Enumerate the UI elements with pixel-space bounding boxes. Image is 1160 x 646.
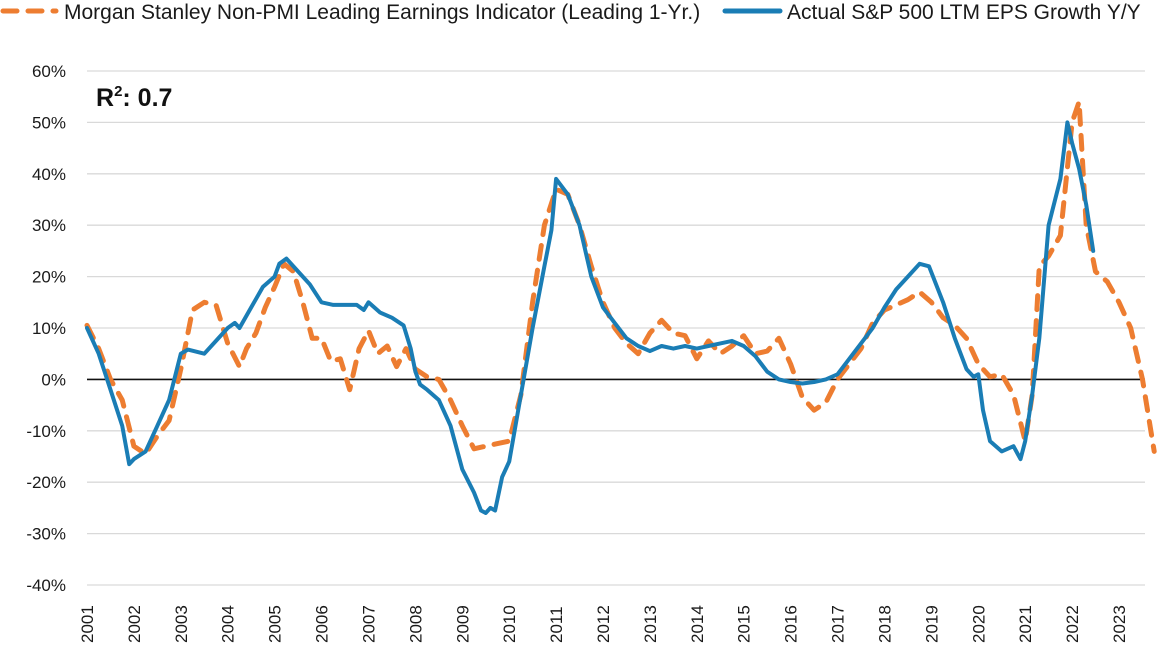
x-tick-label: 2014 [688, 605, 707, 643]
x-tick-label: 2012 [594, 605, 613, 643]
x-tick-label: 2019 [922, 605, 941, 643]
legend: Morgan Stanley Non-PMI Leading Earnings … [0, 1, 1141, 24]
y-tick-label: 0% [41, 370, 66, 389]
x-tick-label: 2015 [735, 605, 754, 643]
x-tick-label: 2021 [1016, 605, 1035, 643]
x-tick-label: 2009 [453, 605, 472, 643]
y-tick-label: 10% [32, 319, 66, 338]
x-tick-label: 2020 [969, 605, 988, 643]
x-tick-label: 2007 [359, 605, 378, 643]
r-squared-superscript: 2 [114, 83, 122, 100]
series-group [84, 99, 1157, 515]
series-line-leading-indicator [84, 99, 1157, 457]
x-tick-label: 2004 [219, 605, 238, 643]
y-tick-label: -40% [26, 576, 66, 595]
legend-item-actual-eps: Actual S&P 500 LTM EPS Growth Y/Y [722, 1, 1141, 24]
x-tick-label: 2002 [125, 605, 144, 643]
x-tick-label: 2005 [266, 605, 285, 643]
y-tick-label: 30% [32, 216, 66, 235]
legend-label-leading-indicator: Morgan Stanley Non-PMI Leading Earnings … [64, 1, 700, 24]
x-tick-label: 2023 [1110, 605, 1129, 643]
r-squared-annotation: R2: 0.7 [96, 83, 172, 112]
y-tick-label: -30% [26, 525, 66, 544]
x-tick-label: 2010 [500, 605, 519, 643]
y-tick-label: 20% [32, 268, 66, 287]
x-axis-ticks: 2001 2002 2003 2004 2005 2006 2007 2008 2009 2010… [78, 605, 1129, 643]
y-tick-label: -10% [26, 422, 66, 441]
y-tick-label: 60% [32, 62, 66, 81]
x-tick-label: 2001 [78, 605, 97, 643]
x-tick-label: 2018 [875, 605, 894, 643]
legend-label-actual-eps: Actual S&P 500 LTM EPS Growth Y/Y [787, 1, 1141, 24]
legend-item-leading-indicator: Morgan Stanley Non-PMI Leading Earnings … [0, 1, 700, 24]
x-tick-label: 2003 [172, 605, 191, 643]
x-tick-label: 2016 [782, 605, 801, 643]
r-squared-label: R [96, 84, 114, 112]
x-tick-label: 2011 [547, 606, 566, 643]
x-tick-label: 2008 [406, 605, 425, 643]
y-tick-label: -20% [26, 473, 66, 492]
gridlines [87, 70, 1145, 586]
y-tick-label: 50% [32, 113, 66, 132]
x-tick-label: 2013 [641, 605, 660, 643]
x-tick-label: 2006 [313, 605, 332, 643]
y-tick-label: 40% [32, 165, 66, 184]
x-tick-label: 2022 [1063, 605, 1082, 643]
series-line-actual-eps [85, 120, 1096, 515]
r-squared-value: : 0.7 [122, 84, 172, 112]
y-axis-ticks: 60% 50% 40% 30% 20% 10% 0% -10% -20% -30% -40% [26, 62, 66, 595]
x-tick-label: 2017 [829, 605, 848, 643]
